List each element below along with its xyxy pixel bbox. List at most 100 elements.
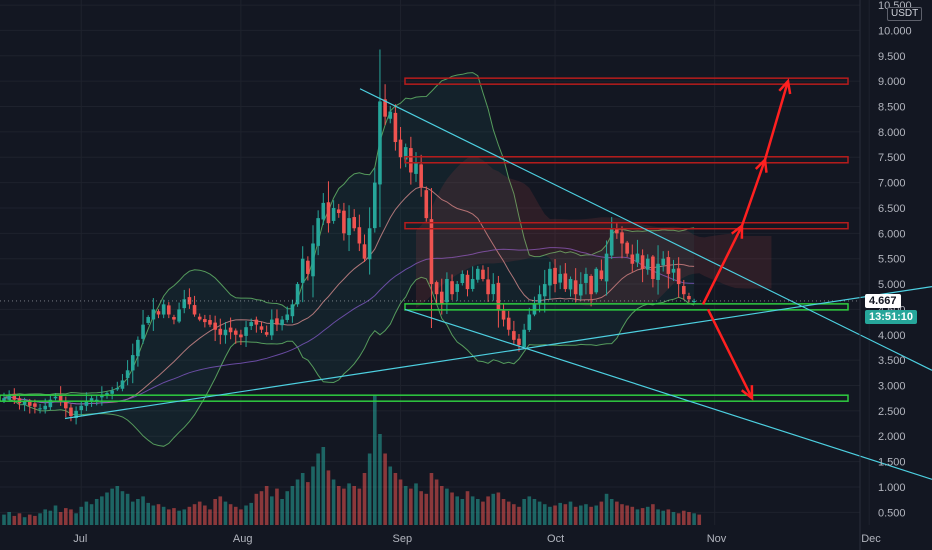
volume-bar <box>563 504 568 525</box>
volume-bar <box>187 506 192 525</box>
price-tick-label: 8.000 <box>878 127 906 139</box>
candle-body <box>239 334 243 338</box>
volume-bar <box>620 504 624 525</box>
volume-bar <box>661 510 665 525</box>
candle-body <box>527 314 532 330</box>
candle-body <box>687 295 691 300</box>
candle-body <box>331 207 336 221</box>
volume-bar <box>542 504 547 525</box>
candle-body <box>517 338 521 345</box>
price-axis[interactable]: 10.50010.0009.5009.0008.5008.0007.5007.0… <box>859 0 912 550</box>
resistance-level <box>404 77 849 85</box>
candle-body <box>620 232 624 244</box>
volume-bar <box>285 491 290 525</box>
price-tick-label: 9.500 <box>878 51 906 63</box>
volume-bar <box>27 514 32 525</box>
time-axis[interactable]: Jul Aug Sep Oct Nov Dec <box>73 533 881 545</box>
target-arrow <box>740 159 767 227</box>
volume-bar <box>151 505 156 525</box>
bollinger-lower <box>3 276 695 447</box>
candle-body <box>496 282 501 310</box>
volume-bar <box>311 466 315 525</box>
volume-bar <box>676 513 681 525</box>
candle-body <box>424 190 429 219</box>
candle-body <box>197 316 202 320</box>
volume-bar <box>615 501 619 525</box>
candle-body <box>290 304 295 317</box>
volume-bar <box>635 509 640 525</box>
candle-body <box>172 317 176 320</box>
volume-bar <box>208 509 212 525</box>
volume-bar <box>594 505 599 525</box>
volume-bar <box>548 506 552 525</box>
volume-bar <box>182 509 187 525</box>
volume-bar <box>645 506 650 525</box>
candle-body <box>311 243 315 277</box>
volume-bars <box>2 395 702 525</box>
candle-body <box>187 297 192 305</box>
candle-body <box>367 228 372 260</box>
candle-body <box>615 228 619 234</box>
candle-body <box>110 390 114 394</box>
volume-bar <box>553 505 557 525</box>
price-tick-label: 7.500 <box>878 152 906 164</box>
volume-bar <box>687 512 691 525</box>
volume-bar <box>589 506 593 525</box>
candle-body <box>630 254 635 264</box>
candle-body <box>594 268 599 293</box>
volume-bar <box>651 504 655 525</box>
volume-bar <box>512 504 516 525</box>
candle-body <box>79 405 84 411</box>
volume-bar <box>584 504 588 525</box>
current-price-tag: 4.667 <box>865 293 901 308</box>
candle-body <box>136 339 140 357</box>
candle-body <box>460 273 465 284</box>
price-tick-label: 1.000 <box>878 482 906 494</box>
descending-trendline-lower <box>404 308 932 480</box>
volume-bar <box>455 496 459 525</box>
volume-bar <box>326 470 331 525</box>
candle-body <box>192 305 197 315</box>
candle-body <box>604 253 609 282</box>
volume-bar <box>17 513 22 525</box>
candle-body <box>2 398 6 401</box>
volume-bar <box>501 499 506 525</box>
candle-body <box>692 300 696 302</box>
volume-bar <box>609 499 614 525</box>
volume-bar <box>398 479 403 525</box>
volume-bar <box>228 504 233 525</box>
volume-bar <box>136 499 140 525</box>
volume-bar <box>89 504 94 525</box>
candle-body <box>542 284 547 297</box>
candle-body <box>409 148 413 173</box>
price-tick-label: 2.000 <box>878 431 906 443</box>
candle-body <box>434 282 439 295</box>
ichimoku-cloud <box>416 156 772 309</box>
candle-body <box>177 309 181 322</box>
candle-body <box>537 294 542 303</box>
currency-unit-label[interactable]: USDT <box>887 7 923 21</box>
candle-body <box>336 209 341 214</box>
time-tick-label: Sep <box>393 533 413 545</box>
volume-bar <box>481 501 485 525</box>
volume-bar <box>573 506 578 525</box>
volume-bar <box>537 501 542 525</box>
volume-bar <box>434 479 439 525</box>
candle-body <box>254 319 259 325</box>
volume-bar <box>439 486 444 525</box>
candle-body <box>553 267 557 285</box>
candle-body <box>326 202 331 224</box>
volume-bar <box>64 508 68 525</box>
volume-bar <box>233 506 238 525</box>
candle-body <box>398 139 403 158</box>
candle-body <box>373 182 377 229</box>
bollinger-upper <box>3 72 695 399</box>
volume-bar <box>280 499 284 525</box>
candle-body <box>429 219 434 285</box>
resistance-level <box>404 156 849 164</box>
candle-body <box>388 111 393 119</box>
time-tick-label: Aug <box>233 533 253 545</box>
candle-body <box>491 284 496 295</box>
volume-bar <box>306 482 310 525</box>
